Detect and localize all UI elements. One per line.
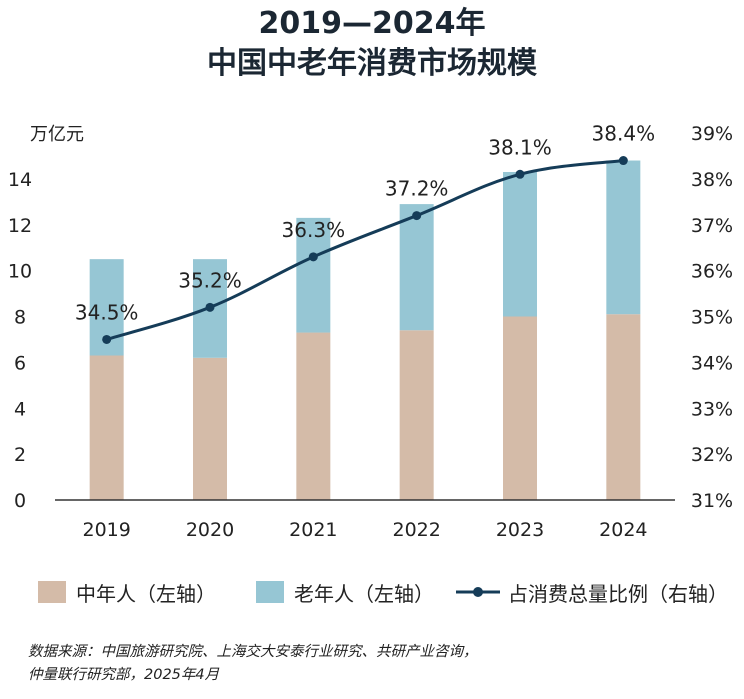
ratio-data-label: 35.2% <box>178 268 242 292</box>
chart-title-line1: 2019—2024年 <box>258 6 486 41</box>
legend-swatch-middle-aged <box>38 581 66 603</box>
x-axis-tick-label: 2022 <box>392 519 440 541</box>
right-axis-tick-label: 37% <box>691 215 733 237</box>
legend-item-ratio: 占消费总量比例（右轴） <box>456 578 728 606</box>
left-axis-tick-label: 14 <box>8 169 32 191</box>
bar-elderly <box>296 217 331 333</box>
left-axis-tick-label: 2 <box>14 444 26 466</box>
right-axis-tick-label: 31% <box>691 490 733 512</box>
left-axis-tick-label: 0 <box>14 490 26 512</box>
source-note-line2: 仲量联行研究部，2025年4月 <box>28 667 220 683</box>
ratio-point <box>618 156 628 166</box>
chart-title-line2: 中国中老年消费市场规模 <box>207 46 537 81</box>
x-axis-tick-label: 2021 <box>289 519 337 541</box>
legend-item-elderly: 老年人（左轴） <box>256 578 434 606</box>
legend-swatch-elderly <box>256 581 284 603</box>
left-axis-tick-label: 12 <box>8 215 32 237</box>
ratio-data-label: 38.4% <box>592 122 656 146</box>
x-axis-tick-label: 2024 <box>599 519 647 541</box>
left-axis-tick-label: 10 <box>8 261 32 283</box>
bar-middle-aged <box>399 330 434 500</box>
bar-middle-aged <box>606 314 641 500</box>
x-axis-tick-label: 2019 <box>82 519 130 541</box>
legend-item-middle-aged: 中年人（左轴） <box>38 578 216 606</box>
legend-label-ratio: 占消费总量比例（右轴） <box>508 581 728 606</box>
left-axis-tick-label: 4 <box>14 398 26 420</box>
right-axis-tick-label: 34% <box>691 352 733 374</box>
legend-label-middle-aged: 中年人（左轴） <box>76 581 216 606</box>
bar-middle-aged <box>89 355 124 500</box>
bar-middle-aged <box>193 357 227 500</box>
bar-elderly <box>399 204 434 331</box>
left-axis-tick-label: 8 <box>14 307 26 329</box>
right-axis-tick-label: 33% <box>691 398 733 420</box>
legend-label-elderly: 老年人（左轴） <box>294 581 434 606</box>
left-axis-unit: 万亿元 <box>30 124 84 145</box>
right-axis-tick-label: 36% <box>691 261 733 283</box>
legend-line-marker <box>456 587 500 597</box>
ratio-line <box>106 159 624 341</box>
ratio-point <box>205 302 215 312</box>
left-axis-tick-label: 6 <box>14 352 26 374</box>
right-axis-tick-label: 32% <box>691 444 733 466</box>
ratio-data-label: 34.5% <box>75 300 139 324</box>
right-axis-tick-label: 39% <box>691 123 733 145</box>
right-axis-tick-label: 35% <box>691 307 733 329</box>
x-axis-tick-label: 2020 <box>186 519 234 541</box>
ratio-data-label: 38.1% <box>488 135 552 159</box>
bar-elderly <box>606 160 641 315</box>
bar-middle-aged <box>503 316 537 500</box>
bar-middle-aged <box>296 332 331 500</box>
bar-elderly <box>503 171 537 317</box>
right-axis-tick-label: 38% <box>691 169 733 191</box>
ratio-data-label: 37.2% <box>385 177 449 201</box>
ratio-data-label: 36.3% <box>282 218 346 242</box>
source-note-line1: 数据来源：中国旅游研究院、上海交大安泰行业研究、共研产业咨询， <box>28 644 478 660</box>
ratio-point <box>102 334 112 344</box>
ratio-point <box>515 169 525 179</box>
ratio-point <box>308 252 318 262</box>
ratio-point <box>412 211 422 221</box>
x-axis-tick-label: 2023 <box>496 519 544 541</box>
